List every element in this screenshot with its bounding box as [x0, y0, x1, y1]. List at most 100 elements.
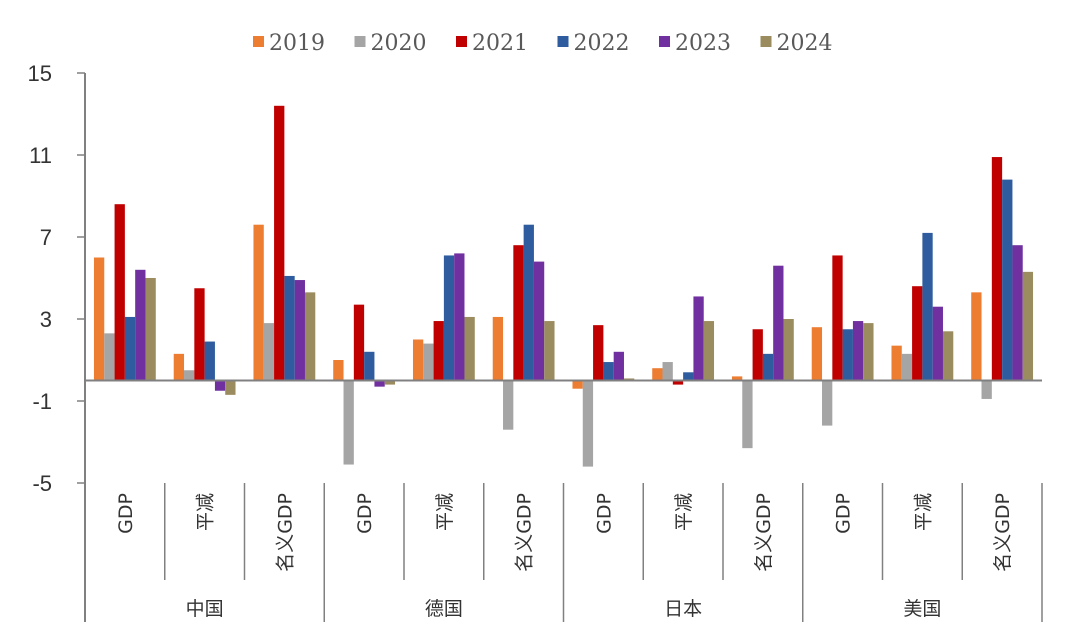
- bar-2024-1: [225, 380, 236, 395]
- bar-2021-8: [752, 329, 763, 381]
- bar-2021-2: [274, 105, 285, 381]
- bar-2023-7: [693, 296, 704, 381]
- bar-2024-0: [145, 278, 156, 381]
- bar-2020-4: [423, 343, 434, 381]
- bar-2023-11: [1012, 245, 1023, 381]
- bar-2021-6: [593, 325, 604, 381]
- bar-2022-7: [683, 372, 694, 381]
- bar-2024-8: [783, 319, 794, 381]
- legend-label-2021: 2021: [472, 31, 528, 56]
- bar-2022-10: [922, 232, 933, 381]
- bar-2019-1: [173, 353, 185, 381]
- x-tick-label: 名义GDP: [274, 493, 296, 572]
- y-tick-label: 7: [40, 225, 52, 250]
- bar-2019-5: [492, 316, 504, 381]
- y-tick-label: 15: [28, 61, 52, 86]
- bar-2019-4: [412, 339, 424, 381]
- bar-2021-0: [114, 204, 125, 381]
- bar-2021-5: [513, 245, 524, 381]
- bar-2022-0: [124, 316, 136, 381]
- bar-2021-9: [832, 255, 843, 381]
- bar-2024-4: [464, 316, 475, 381]
- bar-2022-8: [762, 353, 774, 381]
- bar-2022-1: [204, 341, 215, 381]
- bar-2022-11: [1002, 179, 1013, 381]
- group-label: 美国: [903, 598, 941, 620]
- x-tick-label: 平减: [912, 493, 934, 531]
- bar-2020-10: [901, 353, 913, 381]
- y-tick-label: 3: [40, 307, 52, 332]
- bar-2024-11: [1022, 271, 1034, 381]
- bar-2019-8: [731, 376, 743, 381]
- bar-2023-10: [932, 306, 943, 381]
- bar-2023-5: [533, 261, 545, 381]
- legend-swatch-2019: [253, 36, 264, 47]
- bar-2020-0: [104, 333, 115, 381]
- y-tick-label: 11: [29, 143, 52, 168]
- bar-2020-7: [662, 362, 673, 381]
- bar-2019-6: [572, 380, 583, 389]
- bar-2022-2: [284, 275, 295, 381]
- bar-2023-9: [852, 321, 864, 381]
- x-tick-label: 名义GDP: [514, 493, 536, 572]
- legend-swatch-2021: [456, 36, 467, 47]
- bar-2020-9: [822, 380, 833, 426]
- bars: [93, 105, 1034, 467]
- bar-2019-3: [333, 360, 344, 381]
- bar-2021-4: [433, 321, 444, 381]
- x-axis: GDP 平减 名义GDP GDP 平减 名义GDP GDP 平减 名义GDP GDP 平减 名义GDP…: [84, 379, 1043, 622]
- y-axis: 15 11 7 3 -1 -5: [28, 61, 86, 622]
- legend-swatch-2023: [659, 36, 670, 47]
- bar-2020-8: [742, 380, 753, 449]
- x-tick-label: 名义GDP: [753, 493, 775, 572]
- x-tick-label: GDP: [833, 493, 855, 534]
- bar-2019-7: [652, 368, 663, 381]
- group-label: 中国: [186, 598, 224, 620]
- chart-legend: 2019 2020 2021 2022 2023 2024: [253, 31, 833, 56]
- bar-2020-5: [503, 380, 514, 430]
- legend-label-2022: 2022: [574, 31, 630, 56]
- legend-label-2024: 2024: [777, 31, 833, 56]
- x-tick-label: GDP: [354, 493, 376, 534]
- bar-2019-0: [93, 257, 105, 381]
- bar-2020-1: [184, 370, 195, 381]
- legend-label-2023: 2023: [675, 31, 731, 56]
- bar-2023-1: [214, 380, 226, 391]
- bar-2021-11: [991, 157, 1003, 381]
- bar-2020-6: [582, 380, 594, 467]
- group-label: 德国: [425, 598, 463, 620]
- group-label: 日本: [664, 598, 702, 620]
- bar-2019-11: [971, 292, 982, 381]
- bar-2023-8: [773, 265, 784, 381]
- bar-2024-6: [623, 378, 635, 381]
- bar-2024-10: [942, 331, 954, 381]
- legend-swatch-2020: [354, 36, 366, 47]
- bar-2022-6: [603, 362, 614, 381]
- bar-2020-3: [343, 380, 354, 465]
- x-tick-label: 平减: [434, 493, 456, 531]
- legend-swatch-2024: [760, 36, 772, 47]
- bar-2019-10: [891, 345, 902, 381]
- bar-2024-9: [863, 323, 874, 381]
- legend-label-2019: 2019: [269, 31, 325, 56]
- legend-swatch-2022: [557, 36, 569, 47]
- bar-2023-0: [135, 269, 146, 381]
- bar-2022-9: [842, 329, 853, 381]
- bar-2019-2: [253, 224, 264, 381]
- x-tick-label: 名义GDP: [992, 493, 1014, 572]
- bar-2021-10: [912, 286, 923, 381]
- y-tick-label: -5: [32, 471, 52, 496]
- bar-2024-2: [304, 292, 316, 381]
- x-tick-label: GDP: [115, 493, 137, 534]
- bar-2024-5: [544, 321, 555, 381]
- bar-2022-4: [443, 255, 455, 381]
- x-tick-label: 平减: [673, 493, 695, 531]
- bar-2023-4: [454, 253, 465, 381]
- bar-2022-5: [523, 224, 534, 381]
- bar-2019-9: [811, 327, 823, 381]
- x-tick-label: GDP: [593, 493, 615, 534]
- bar-2021-3: [353, 304, 365, 381]
- y-tick-label: -1: [32, 389, 52, 414]
- bar-2024-3: [384, 380, 396, 385]
